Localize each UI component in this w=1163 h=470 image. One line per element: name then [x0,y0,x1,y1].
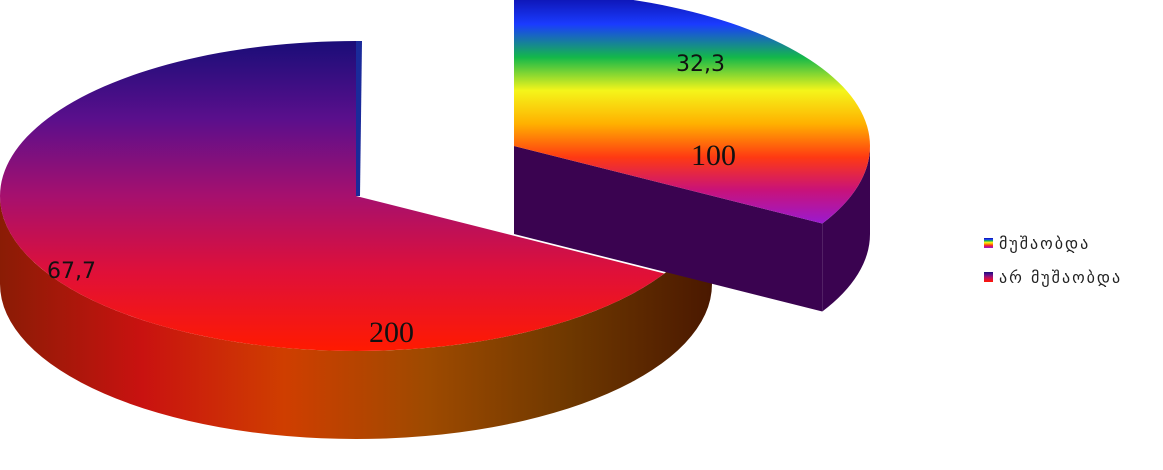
main-slice-cut-edge [356,41,362,196]
data-label-not-working-percent: 67,7 [47,259,96,284]
main-slice-side [0,196,712,439]
legend-item-not-working: არ მუშაობდა [984,260,1159,294]
legend-label-working: მუშაობდა [999,233,1091,253]
data-label-working-percent: 32,3 [676,52,725,77]
data-label-not-working-count: 200 [369,316,414,349]
pie-layer [0,0,870,439]
wedge-slice-inner-face [514,146,823,312]
data-labels: 32,3 100 67,7 200 [47,52,736,349]
main-slice-top [0,41,665,351]
legend-label-not-working: არ მუშაობდა [999,267,1123,287]
legend: მუშაობდა არ მუშაობდა [984,226,1159,294]
legend-swatch-dark [984,272,993,282]
legend-item-working: მუშაობდა [984,226,1159,260]
wedge-slice-top [514,0,870,224]
wedge-slice-outer-side [822,146,870,312]
data-label-working-count: 100 [691,139,736,172]
legend-swatch-rainbow [984,238,993,248]
